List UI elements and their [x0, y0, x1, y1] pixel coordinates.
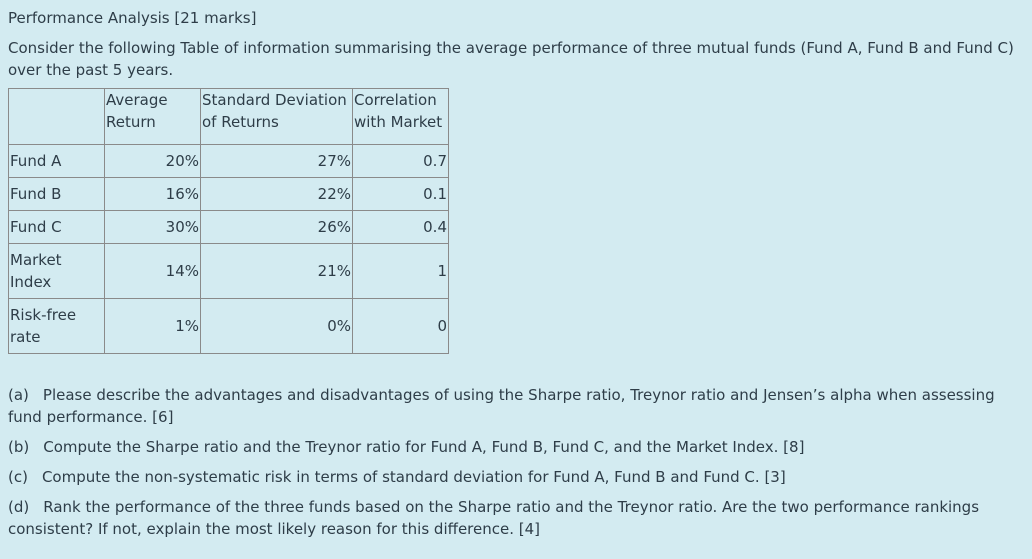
header-line: Average	[106, 91, 168, 109]
correlation-cell: 0	[352, 298, 449, 354]
intro-paragraph: Consider the following Table of informat…	[8, 39, 1014, 79]
question-text: Compute the Sharpe ratio and the Treynor…	[43, 438, 805, 456]
correlation-cell: 0.7	[352, 144, 449, 178]
std-dev-cell: 27%	[200, 144, 353, 178]
question-d: (d) Rank the performance of the three fun…	[8, 496, 1023, 540]
std-dev-cell: 21%	[200, 243, 353, 299]
header-cell-average-return: Average Return	[104, 88, 201, 145]
table-header-row: Average Return Standard Deviation of Ret…	[8, 88, 449, 145]
std-dev-cell: 22%	[200, 177, 353, 211]
question-text: Please describe the advantages and disad…	[8, 386, 995, 426]
question-tag: (d)	[8, 498, 30, 516]
row-label-line: Risk-free	[10, 306, 77, 324]
table-row: Risk-free rate 1% 0% 0	[8, 298, 449, 354]
header-cell-correlation: Correlation with Market	[352, 88, 449, 145]
row-label-line: Market	[10, 251, 62, 269]
row-label: Risk-free rate	[8, 298, 105, 354]
header-cell-blank	[8, 88, 105, 145]
header-cell-std-dev: Standard Deviation of Returns	[200, 88, 353, 145]
section-title: Performance Analysis [21 marks]	[8, 9, 257, 27]
correlation-cell: 0.4	[352, 210, 449, 244]
avg-return-cell: 16%	[104, 177, 201, 211]
row-label: Fund B	[8, 177, 105, 211]
question-text: Rank the performance of the three funds …	[8, 498, 980, 538]
header-line: with Market	[354, 113, 443, 131]
correlation-cell: 0.1	[352, 177, 449, 211]
header-line: Standard Deviation	[202, 91, 347, 109]
table-row: Market Index 14% 21% 1	[8, 243, 449, 299]
question-tag: (a)	[8, 386, 29, 404]
avg-return-cell: 1%	[104, 298, 201, 354]
avg-return-cell: 20%	[104, 144, 201, 178]
header-line: Return	[106, 113, 156, 131]
table-row: Fund A 20% 27% 0.7	[8, 144, 449, 178]
std-dev-cell: 0%	[200, 298, 353, 354]
question-text: Compute the non-systematic risk in terms…	[41, 468, 786, 486]
row-label: Market Index	[8, 243, 105, 299]
row-label-line: Index	[10, 273, 52, 291]
row-label: Fund C	[8, 210, 105, 244]
row-label: Fund A	[8, 144, 105, 178]
header-line: of Returns	[202, 113, 279, 131]
header-line: Correlation	[354, 91, 437, 109]
avg-return-cell: 30%	[104, 210, 201, 244]
question-tag: (c)	[8, 468, 28, 486]
table-row: Fund B 16% 22% 0.1	[8, 177, 449, 211]
avg-return-cell: 14%	[104, 243, 201, 299]
row-label-line: rate	[10, 328, 41, 346]
table-row: Fund C 30% 26% 0.4	[8, 210, 449, 244]
performance-table: Average Return Standard Deviation of Ret…	[8, 88, 449, 354]
question-c: (c) Compute the non-systematic risk in te…	[8, 466, 1023, 488]
std-dev-cell: 26%	[200, 210, 353, 244]
question-b: (b) Compute the Sharpe ratio and the Trey…	[8, 436, 1023, 458]
correlation-cell: 1	[352, 243, 449, 299]
question-a: (a) Please describe the advantages and di…	[8, 384, 1023, 428]
question-tag: (b)	[8, 438, 30, 456]
